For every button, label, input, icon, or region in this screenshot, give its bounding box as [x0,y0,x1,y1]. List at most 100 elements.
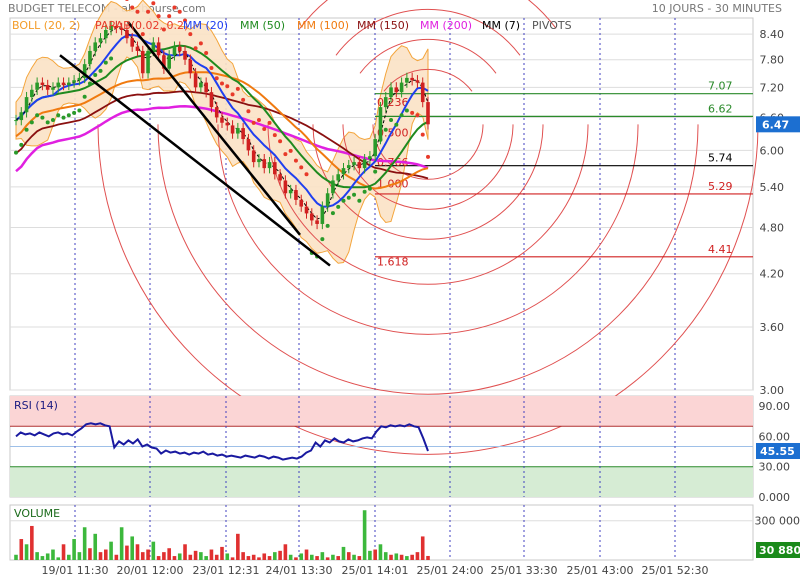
candle-body [183,50,187,60]
volume-bar [225,553,230,560]
candle-body [146,50,150,74]
legend: BOLL (20, 2) PARAB(0.02, 0.2)MM (20) MM (5… [12,19,572,32]
sar-dot [278,139,283,144]
candle-body [315,220,319,224]
candle-body [426,102,430,125]
candle-body [14,120,18,122]
candle-body [109,25,113,30]
sar-dot [50,117,55,122]
volume-bar [273,552,277,560]
volume-bar [125,545,129,560]
sar-dot [341,198,346,203]
volume-bar [320,552,325,560]
volume-bar [357,556,362,560]
sar-dot [151,1,156,6]
volume-bar [315,556,319,560]
volume-bar [40,556,45,560]
volume-bar [352,554,356,560]
sar-dot [230,92,235,97]
volume-bar [299,553,304,560]
sar-dot [146,9,151,14]
sar-dot [420,132,425,137]
candle-body [257,159,261,163]
sar-dot [330,211,335,216]
volume-bar [341,546,346,560]
volume-bar [220,546,224,560]
sar-dot [251,120,256,125]
fibonacci-arc [267,124,589,285]
volume-bar [283,544,288,560]
candle-body [140,50,145,74]
sar-dot [256,117,261,122]
candle-body [51,87,55,90]
sar-dot [14,150,18,155]
volume-bar [67,554,71,560]
sar-dot [77,108,82,113]
sar-dot [204,51,209,56]
fibonacci-arc [342,124,514,210]
x-tick-label: 25/01 33:30 [491,564,558,577]
sar-dot [161,27,166,32]
candle-body [341,168,346,175]
sar-dot [61,115,66,120]
volume-bar [30,525,34,560]
rsi-overbought-zone [10,396,753,427]
candle-body [125,29,129,39]
volume-last-badge [756,542,800,558]
volume-bar [77,552,82,560]
fibonacci-arc [312,124,544,240]
sar-dot [177,9,182,14]
last-price-badge [756,116,800,133]
x-tick-label: 25/01 43:00 [567,564,634,577]
legend-item: MM (50) [240,19,285,32]
sar-dot [288,148,293,153]
volume-bar [368,550,372,560]
candle-body [77,77,82,81]
sar-dot [383,127,388,132]
candle-body [220,117,224,123]
volume-bar [399,554,404,560]
sar-dot [56,113,61,118]
volume-bar [114,554,119,560]
volume-bar [151,541,156,560]
volume-bar [278,550,282,560]
candle-body [130,38,135,47]
sar-dot [367,186,372,191]
sar-dot [45,120,50,125]
sar-dot [235,86,240,91]
candle-body [88,50,92,65]
volume-bar [230,557,235,560]
pivot-label: 5.74 [708,152,733,165]
candle-body [309,213,314,221]
sar-dot [346,195,351,200]
volume-bar [204,556,208,560]
candle-body [304,206,309,214]
fibonacci-arc [359,38,497,74]
candle-body [299,199,304,207]
sar-dot [172,5,177,10]
candle-body [389,87,393,98]
price-ytick-label: 3.00 [760,384,785,397]
candle-body [151,42,156,51]
volume-bar [346,552,351,560]
volume-bar [209,549,214,560]
volume-bar [251,554,256,560]
sar-dot [29,120,34,125]
volume-bar [362,510,367,560]
sar-dot [299,165,304,170]
candle-body [368,156,372,160]
volume-bar [135,544,140,560]
volume-bar [304,549,309,560]
mm50-line [15,44,429,189]
candle-body [225,122,230,126]
volume-bar [236,533,240,560]
volume-bar [405,556,409,560]
candle-body [67,82,71,85]
volume-bar [51,549,55,560]
last-price-value: 6.47 [762,118,789,131]
candle-body [162,55,166,69]
sar-dot [214,76,219,81]
candle-body [35,82,39,90]
volume-bar [193,550,198,560]
